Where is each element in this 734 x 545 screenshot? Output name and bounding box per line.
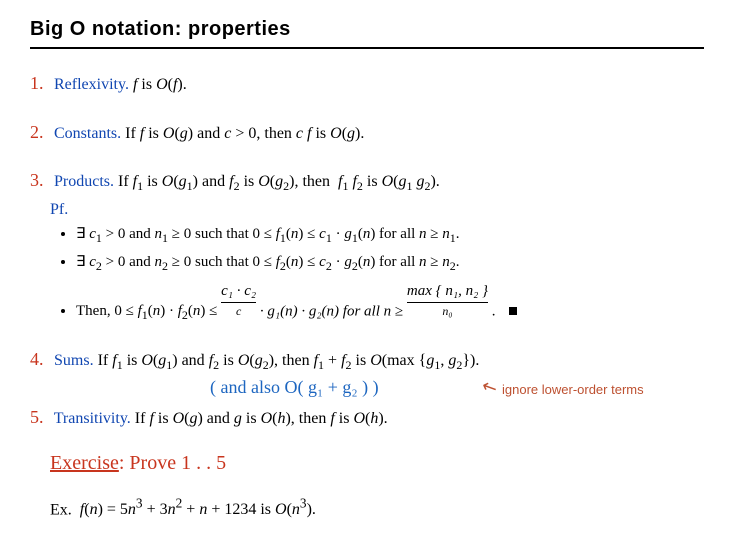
underbrace-c-expr: c₁ · c₂ bbox=[221, 283, 256, 299]
hand-note-sums: ( and also O( g₁ + g₂ ) ) bbox=[210, 375, 379, 399]
prop-num: 5. bbox=[30, 405, 50, 429]
proof-line-head: Then, 0 ≤ f1(n) · f2(n) ≤ bbox=[76, 303, 221, 319]
prop-name: Transitivity. bbox=[54, 410, 131, 427]
prop-constants: 2. Constants. If f is O(g) and c > 0, th… bbox=[30, 120, 704, 145]
prop-name: Products. bbox=[54, 173, 114, 190]
underbrace-c-tag: c bbox=[221, 303, 256, 319]
margin-note: ignore lower-order terms bbox=[502, 381, 644, 399]
prop-num: 3. bbox=[30, 168, 50, 192]
arrow-icon: ↖ bbox=[478, 373, 502, 401]
prop-sums: 4. Sums. If f1 is O(g1) and f2 is O(g2),… bbox=[30, 347, 704, 373]
qed-icon bbox=[509, 307, 517, 315]
proof-line: ∃ c2 > 0 and n2 ≥ 0 such that 0 ≤ f2(n) … bbox=[76, 252, 704, 274]
slide-body: 1. Reflexivity. f is O(f). 2. Constants.… bbox=[30, 71, 704, 521]
prop-num: 2. bbox=[30, 120, 50, 144]
prop-text: f is O(f). bbox=[133, 76, 187, 93]
prop-transitivity: 5. Transitivity. If f is O(g) and g is O… bbox=[30, 405, 704, 430]
prop-products: 3. Products. If f1 is O(g1) and f2 is O(… bbox=[30, 168, 704, 323]
hand-annotation-row: ( and also O( g₁ + g₂ ) ) ↖ ignore lower… bbox=[30, 377, 704, 405]
underbrace-n0: max { n₁, n₂ } n₀ bbox=[407, 281, 488, 319]
prop-name: Reflexivity. bbox=[54, 76, 129, 93]
hand-exercise: Exercise: Prove 1 . . 5 bbox=[50, 450, 704, 477]
prop-text: If f1 is O(g1) and f2 is O(g2), then f1 … bbox=[118, 173, 440, 190]
hand-exercise-label: Exercise bbox=[50, 452, 119, 474]
proof-line-mid: · g₁(n) · g₂(n) for all n ≥ bbox=[260, 303, 407, 319]
underbrace-n0-tag: n₀ bbox=[407, 303, 488, 319]
prop-text: If f is O(g) and g is O(h), then f is O(… bbox=[135, 410, 388, 427]
prop-name: Constants. bbox=[54, 125, 121, 142]
proof-line: Then, 0 ≤ f1(n) · f2(n) ≤ c₁ · c₂ c · g₁… bbox=[76, 281, 704, 323]
hand-exercise-rest: : Prove 1 . . 5 bbox=[119, 452, 226, 474]
example-line: Ex. f(n) = 5n3 + 3n2 + n + 1234 is O(n3)… bbox=[50, 495, 704, 521]
prop-num: 1. bbox=[30, 71, 50, 95]
prop-name: Sums. bbox=[54, 352, 94, 369]
underbrace-c: c₁ · c₂ c bbox=[221, 281, 256, 319]
page-title: Big O notation: properties bbox=[30, 18, 704, 41]
example-text: f(n) = 5n3 + 3n2 + n + 1234 is O(n3). bbox=[80, 501, 316, 518]
underbrace-n0-expr: max { n₁, n₂ } bbox=[407, 283, 488, 299]
title-rule bbox=[30, 47, 704, 49]
proof-list: ∃ c1 > 0 and n1 ≥ 0 such that 0 ≤ f1(n) … bbox=[76, 224, 704, 323]
prop-reflexivity: 1. Reflexivity. f is O(f). bbox=[30, 71, 704, 96]
proof-label: Pf. bbox=[50, 199, 704, 221]
proof-line: ∃ c1 > 0 and n1 ≥ 0 such that 0 ≤ f1(n) … bbox=[76, 224, 704, 246]
slide-page: Big O notation: properties 1. Reflexivit… bbox=[0, 0, 734, 541]
prop-text: If f1 is O(g1) and f2 is O(g2), then f1 … bbox=[98, 352, 480, 369]
example-label: Ex. bbox=[50, 501, 72, 518]
prop-num: 4. bbox=[30, 347, 50, 371]
prop-text: If f is O(g) and c > 0, then c f is O(g)… bbox=[125, 125, 364, 142]
